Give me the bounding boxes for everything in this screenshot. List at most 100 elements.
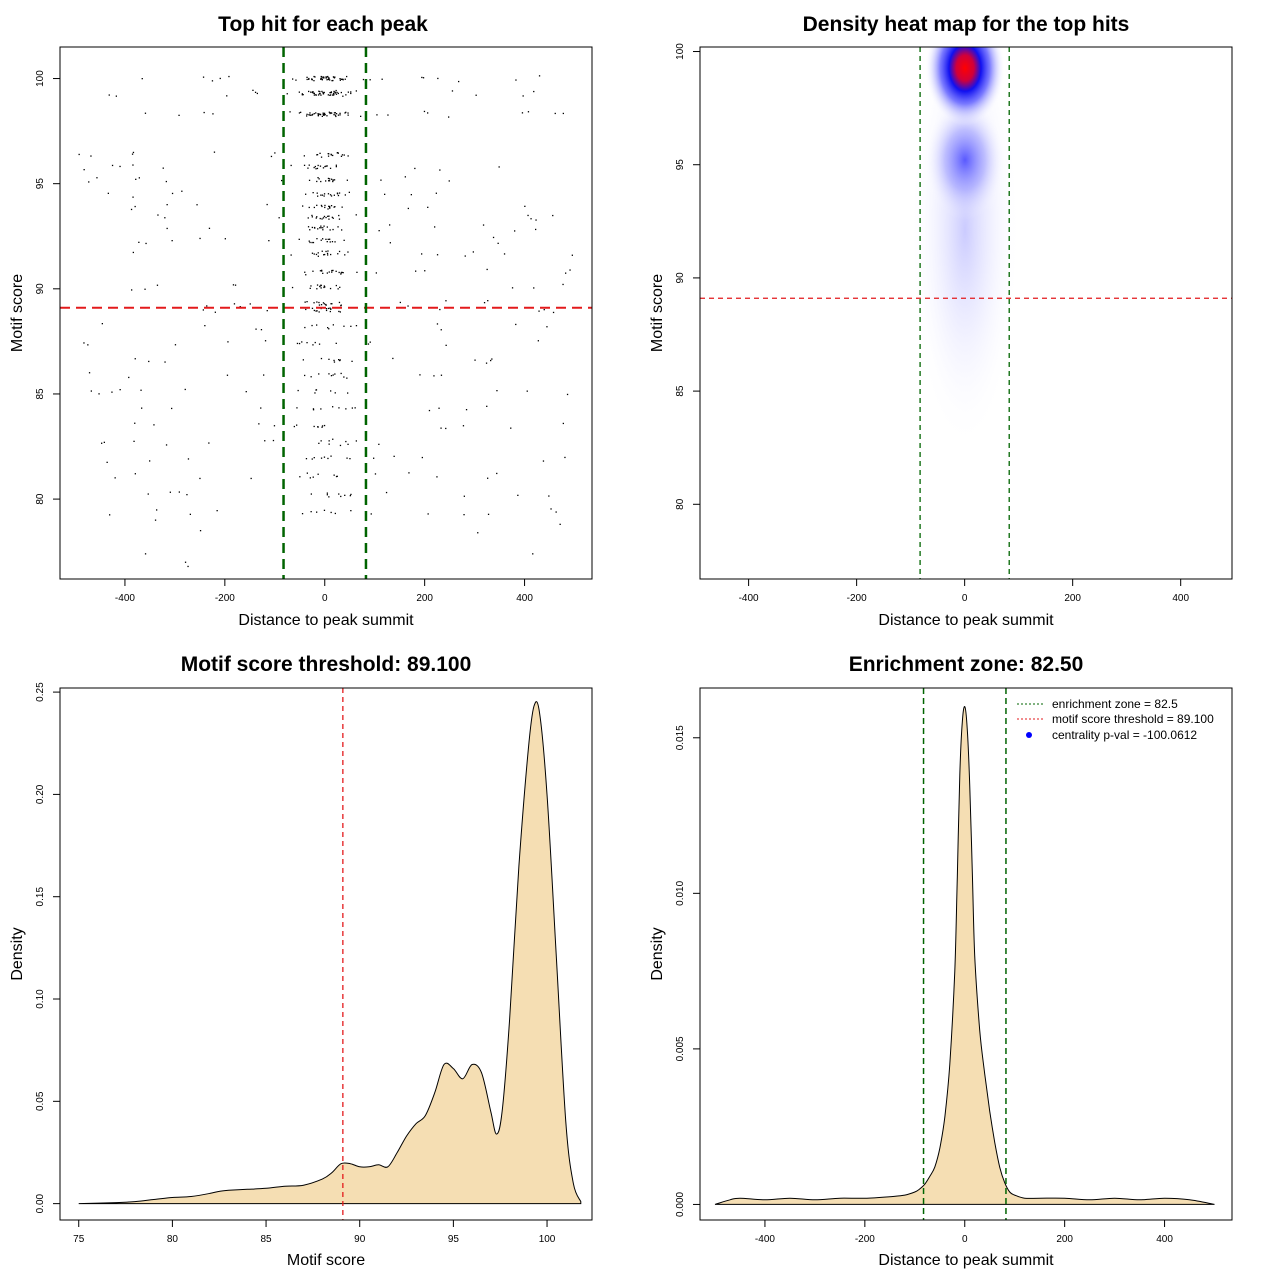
data-point <box>332 217 334 219</box>
data-point <box>332 94 335 96</box>
data-point <box>323 456 326 458</box>
data-point <box>334 373 336 375</box>
data-point <box>334 241 336 243</box>
data-point <box>327 208 329 210</box>
data-point <box>312 409 315 411</box>
data-point <box>349 495 351 497</box>
data-point <box>346 457 348 459</box>
data-point <box>320 75 322 78</box>
data-point <box>305 274 307 276</box>
data-point <box>535 219 537 221</box>
x-tick-label: 0 <box>322 593 328 604</box>
data-point <box>313 113 315 115</box>
y-tick-label: 0.05 <box>35 1091 46 1111</box>
data-point <box>314 165 316 168</box>
data-point <box>292 78 294 80</box>
data-point <box>219 77 221 80</box>
data-point <box>313 302 315 304</box>
data-point <box>335 164 337 166</box>
data-point <box>327 457 329 460</box>
data-point <box>356 271 358 273</box>
data-point <box>83 342 85 344</box>
data-point <box>373 457 375 459</box>
data-point <box>562 422 564 425</box>
data-point <box>165 180 167 183</box>
data-point <box>145 242 147 245</box>
legend: enrichment zone = 82.5 motif score thres… <box>1017 697 1214 742</box>
data-point <box>448 116 450 118</box>
data-point <box>304 326 306 329</box>
data-point <box>355 214 357 216</box>
data-point <box>347 251 349 253</box>
data-point <box>101 323 103 325</box>
data-point <box>535 228 537 231</box>
data-point <box>320 194 322 196</box>
data-point <box>320 180 322 183</box>
data-point <box>310 285 312 287</box>
data-point <box>316 301 318 303</box>
data-point <box>196 204 198 206</box>
data-point <box>332 324 334 326</box>
data-point <box>329 207 331 209</box>
data-point <box>135 178 137 180</box>
data-point <box>301 94 303 96</box>
data-point <box>308 164 310 166</box>
x-tick-label: 90 <box>354 1234 366 1245</box>
x-tick-label: 400 <box>516 593 533 604</box>
data-point <box>111 391 113 393</box>
data-point <box>323 112 326 114</box>
data-point <box>327 238 329 240</box>
data-point <box>325 238 327 240</box>
panel-distance-density: Enrichment zone: 82.50 -400 -200 0 200 400 0… <box>649 653 1233 1269</box>
panel-score-density: Motif score threshold: 89.100 75 80 85 90 95… <box>9 653 593 1269</box>
data-point <box>515 79 517 81</box>
data-point <box>325 77 327 79</box>
data-point <box>496 390 498 392</box>
data-point <box>299 476 301 478</box>
data-point <box>233 303 236 305</box>
data-point <box>313 92 315 94</box>
data-point <box>332 92 335 94</box>
data-point <box>334 392 336 394</box>
data-point <box>422 77 425 79</box>
data-point <box>328 496 330 498</box>
data-point <box>339 78 341 80</box>
data-point <box>331 80 333 82</box>
data-point <box>336 475 338 477</box>
data-point <box>322 272 324 274</box>
data-point <box>83 169 85 171</box>
data-point <box>491 358 493 360</box>
data-point <box>306 113 308 115</box>
data-point <box>474 359 476 361</box>
data-point <box>266 310 268 312</box>
data-point <box>320 204 323 207</box>
data-point <box>320 227 322 229</box>
data-point <box>325 180 327 182</box>
data-point <box>322 217 325 219</box>
data-point <box>298 238 300 240</box>
data-point <box>128 376 130 379</box>
data-point <box>337 92 339 95</box>
data-point <box>320 94 322 96</box>
data-point <box>318 304 321 306</box>
data-point <box>87 344 89 346</box>
data-point <box>199 237 201 240</box>
data-point <box>329 238 331 240</box>
data-point <box>323 286 325 289</box>
y-tick-label: 0.00 <box>35 1193 46 1213</box>
data-point <box>323 91 325 94</box>
data-point <box>148 360 150 363</box>
data-point <box>317 164 319 167</box>
data-point <box>306 342 308 344</box>
data-point <box>309 477 311 479</box>
data-point <box>316 324 318 326</box>
data-point <box>527 111 530 113</box>
data-point <box>154 519 157 521</box>
data-point <box>316 310 318 312</box>
data-point <box>290 254 292 256</box>
y-tick-label: 100 <box>675 43 686 60</box>
data-point <box>331 112 333 114</box>
data-point <box>318 301 320 304</box>
data-point <box>325 308 328 310</box>
data-point <box>308 90 310 93</box>
